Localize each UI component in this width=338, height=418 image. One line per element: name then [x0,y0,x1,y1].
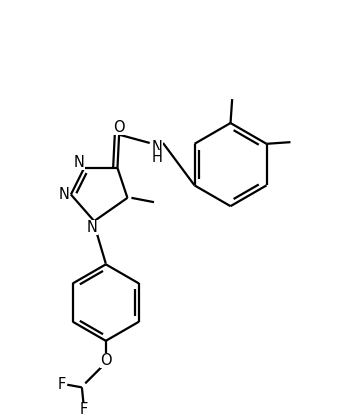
Text: N: N [152,140,163,155]
Text: O: O [100,353,112,367]
Text: F: F [79,403,88,418]
Text: F: F [57,377,65,392]
Text: N: N [58,187,69,202]
Text: O: O [113,120,125,135]
Text: H: H [152,150,163,165]
Text: N: N [87,219,98,234]
Text: N: N [74,155,84,171]
